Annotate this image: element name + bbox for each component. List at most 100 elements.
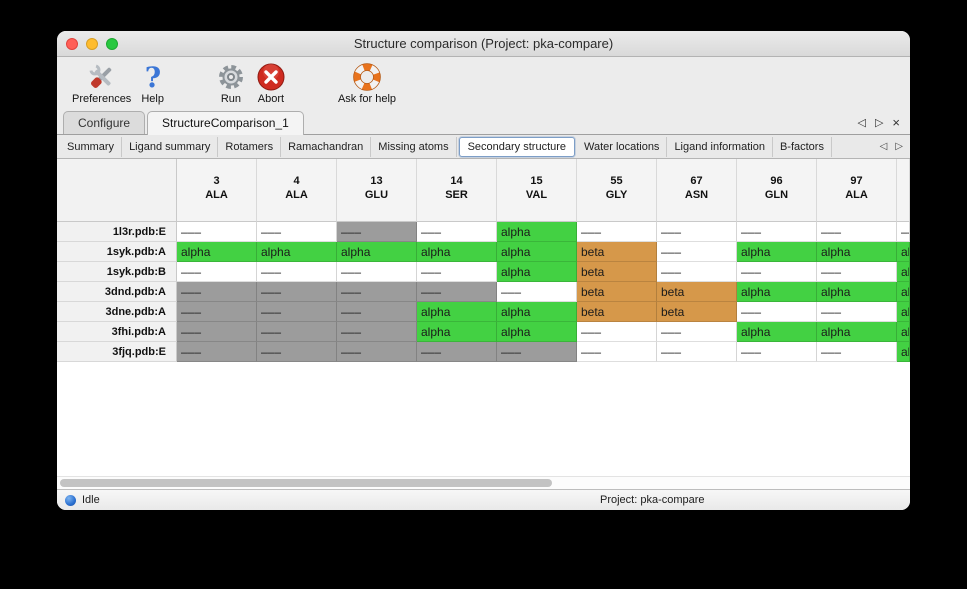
table-cell[interactable]: alpha (497, 322, 577, 342)
tab-scroll-right-icon[interactable]: ▷ (874, 117, 884, 129)
column-header[interactable]: 67 ASN (657, 159, 737, 222)
table-cell[interactable]: ––– (337, 262, 417, 282)
subtab-scroll-left-icon[interactable]: ◁ (879, 141, 888, 152)
table-cell[interactable]: beta (657, 282, 737, 302)
table-cell[interactable]: alpha (737, 282, 817, 302)
table-cell[interactable]: alpha (417, 322, 497, 342)
subtab-missing-atoms[interactable]: Missing atoms (371, 136, 457, 157)
table-cell[interactable]: alpha (897, 302, 910, 322)
zoom-window-button[interactable] (106, 38, 118, 50)
table-cell[interactable]: ––– (737, 262, 817, 282)
table-cell[interactable]: ––– (257, 282, 337, 302)
table-cell[interactable]: ––– (497, 282, 577, 302)
table-cell[interactable]: ––– (737, 222, 817, 242)
table-cell[interactable]: ––– (177, 302, 257, 322)
column-header[interactable] (897, 159, 910, 222)
table-cell[interactable]: ––– (817, 342, 897, 362)
table-cell[interactable]: ––– (897, 222, 910, 242)
table-cell[interactable]: ––– (177, 262, 257, 282)
subtab-b-factors[interactable]: B-factors (773, 136, 832, 157)
run-button[interactable]: Run (211, 61, 251, 105)
close-window-button[interactable] (66, 38, 78, 50)
table-cell[interactable]: ––– (257, 322, 337, 342)
table-cell[interactable]: alpha (817, 322, 897, 342)
table-cell[interactable]: ––– (657, 222, 737, 242)
table-cell[interactable]: alpha (897, 242, 910, 262)
table-cell[interactable]: alpha (497, 222, 577, 242)
tab-scroll-left-icon[interactable]: ◁ (857, 117, 866, 129)
subtab-scroll-right-icon[interactable]: ▷ (895, 141, 903, 152)
subtab-summary[interactable]: Summary (60, 136, 123, 157)
table-cell[interactable]: ––– (257, 342, 337, 362)
table-cell[interactable]: ––– (417, 222, 497, 242)
subtab-rotamers[interactable]: Rotamers (218, 136, 282, 157)
column-header[interactable]: 14 SER (417, 159, 497, 222)
table-cell[interactable]: alpha (337, 242, 417, 262)
table-cell[interactable]: ––– (737, 342, 817, 362)
table-cell[interactable]: alpha (897, 262, 910, 282)
table-cell[interactable]: ––– (417, 262, 497, 282)
table-cell[interactable]: beta (657, 302, 737, 322)
column-header[interactable]: 3 ALA (177, 159, 257, 222)
table-cell[interactable]: ––– (417, 282, 497, 302)
row-header[interactable]: 1syk.pdb:B (57, 262, 177, 282)
subtab-ramachandran[interactable]: Ramachandran (281, 136, 372, 157)
horizontal-scrollbar[interactable] (57, 476, 910, 489)
table-cell[interactable]: ––– (337, 282, 417, 302)
table-cell[interactable]: ––– (817, 262, 897, 282)
table-cell[interactable]: ––– (577, 222, 657, 242)
table-cell[interactable]: ––– (577, 342, 657, 362)
table-cell[interactable]: alpha (257, 242, 337, 262)
row-header[interactable]: 3fhi.pdb:A (57, 322, 177, 342)
row-header[interactable]: 3dne.pdb:A (57, 302, 177, 322)
table-cell[interactable]: alpha (817, 282, 897, 302)
table-cell[interactable]: ––– (177, 282, 257, 302)
table-cell[interactable]: beta (577, 262, 657, 282)
table-cell[interactable]: alpha (177, 242, 257, 262)
table-cell[interactable]: beta (577, 282, 657, 302)
table-cell[interactable]: ––– (737, 302, 817, 322)
table-cell[interactable]: ––– (177, 342, 257, 362)
abort-button[interactable]: Abort (251, 61, 291, 105)
table-cell[interactable]: ––– (657, 242, 737, 262)
table-cell[interactable]: alpha (897, 342, 910, 362)
table-cell[interactable]: alpha (417, 242, 497, 262)
table-cell[interactable]: ––– (177, 222, 257, 242)
table-cell[interactable]: alpha (897, 322, 910, 342)
table-cell[interactable]: beta (577, 242, 657, 262)
table-cell[interactable]: ––– (817, 302, 897, 322)
table-cell[interactable]: ––– (177, 322, 257, 342)
table-cell[interactable]: ––– (657, 322, 737, 342)
subtab-water-locations[interactable]: Water locations (577, 136, 668, 157)
subtab-secondary-structure[interactable]: Secondary structure (458, 136, 576, 157)
table-cell[interactable]: ––– (337, 342, 417, 362)
tab-structurecomparison-1[interactable]: StructureComparison_1 (147, 111, 304, 135)
table-cell[interactable]: ––– (257, 302, 337, 322)
row-header[interactable]: 1l3r.pdb:E (57, 222, 177, 242)
table-cell[interactable]: ––– (337, 302, 417, 322)
table-cell[interactable]: alpha (497, 262, 577, 282)
table-cell[interactable]: alpha (497, 242, 577, 262)
preferences-button[interactable]: Preferences (67, 61, 136, 105)
column-header[interactable]: 4 ALA (257, 159, 337, 222)
column-header[interactable]: 55 GLY (577, 159, 657, 222)
table-cell[interactable]: ––– (257, 262, 337, 282)
table-cell[interactable]: ––– (577, 322, 657, 342)
table-cell[interactable]: alpha (737, 242, 817, 262)
row-header[interactable]: 1syk.pdb:A (57, 242, 177, 262)
tab-configure[interactable]: Configure (63, 111, 146, 134)
row-header[interactable]: 3fjq.pdb:E (57, 342, 177, 362)
table-cell[interactable]: ––– (417, 342, 497, 362)
column-header[interactable]: 15 VAL (497, 159, 577, 222)
subtab-ligand-information[interactable]: Ligand information (667, 136, 773, 157)
table-cell[interactable]: ––– (497, 342, 577, 362)
minimize-window-button[interactable] (86, 38, 98, 50)
table-cell[interactable]: ––– (657, 262, 737, 282)
row-header[interactable]: 3dnd.pdb:A (57, 282, 177, 302)
table-cell[interactable]: alpha (497, 302, 577, 322)
column-header[interactable]: 13 GLU (337, 159, 417, 222)
table-cell[interactable]: ––– (337, 222, 417, 242)
table-cell[interactable]: alpha (897, 282, 910, 302)
scrollbar-thumb[interactable] (60, 479, 552, 487)
column-header[interactable]: 96 GLN (737, 159, 817, 222)
